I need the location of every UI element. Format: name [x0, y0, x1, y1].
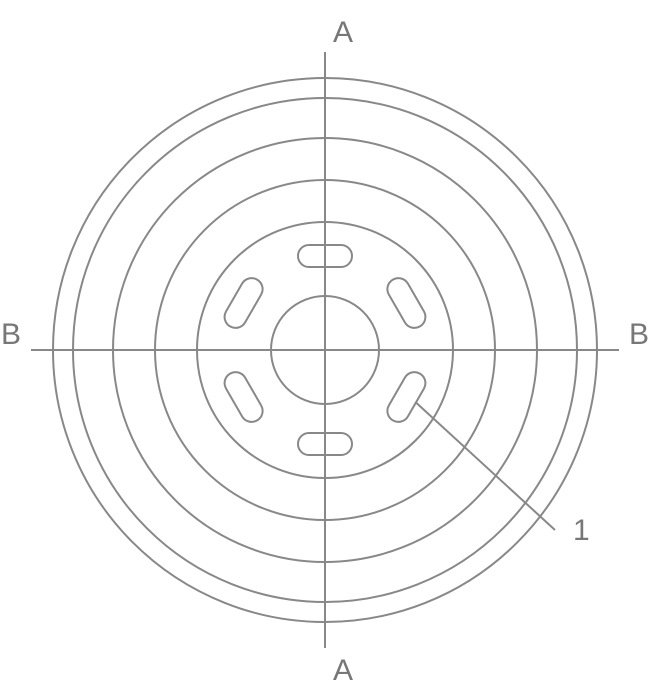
- slot: [383, 274, 429, 332]
- slot: [221, 368, 267, 426]
- axis-label-b-left: B: [1, 318, 21, 351]
- slot: [383, 368, 429, 426]
- leader-label: 1: [573, 514, 590, 547]
- axis-label-a-top: A: [333, 16, 353, 49]
- axis-label-a-bottom: A: [333, 654, 353, 687]
- leader-line: [416, 403, 555, 531]
- axis-label-b-right: B: [629, 318, 649, 351]
- technical-drawing: A A B B 1: [0, 0, 650, 689]
- slot: [221, 274, 267, 332]
